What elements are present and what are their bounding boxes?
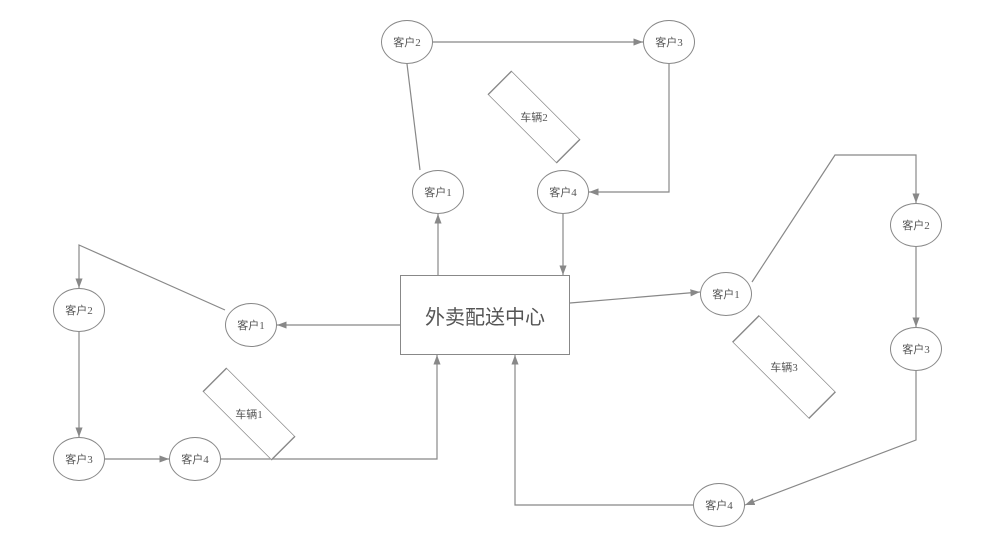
- edge: [589, 64, 669, 192]
- customer-node: 客户1: [700, 272, 752, 316]
- node-label: 客户3: [655, 34, 683, 50]
- customer-node: 客户2: [890, 203, 942, 247]
- node-label: 客户3: [65, 451, 93, 467]
- customer-node: 客户2: [381, 20, 433, 64]
- node-label: 车辆1: [235, 406, 263, 422]
- customer-node: 客户1: [412, 170, 464, 214]
- node-label: 客户4: [549, 184, 577, 200]
- node-label: 车辆2: [520, 109, 548, 125]
- vehicle-node: 车辆1: [214, 390, 284, 438]
- customer-node: 客户1: [225, 303, 277, 347]
- customer-node: 客户3: [890, 327, 942, 371]
- center-node: 外卖配送中心: [400, 275, 570, 355]
- node-label: 客户2: [393, 34, 421, 50]
- node-label: 客户3: [902, 341, 930, 357]
- edge: [570, 292, 700, 303]
- node-label: 客户1: [712, 286, 740, 302]
- customer-node: 客户4: [693, 483, 745, 527]
- node-label: 车辆3: [770, 359, 798, 375]
- customer-node: 客户3: [53, 437, 105, 481]
- node-label: 客户2: [902, 217, 930, 233]
- node-label: 客户4: [181, 451, 209, 467]
- node-label: 客户1: [424, 184, 452, 200]
- vehicle-node: 车辆2: [499, 93, 569, 141]
- node-label: 客户2: [65, 302, 93, 318]
- node-label: 客户4: [705, 497, 733, 513]
- customer-node: 客户4: [537, 170, 589, 214]
- node-label: 客户1: [237, 317, 265, 333]
- customer-node: 客户2: [53, 288, 105, 332]
- node-label: 外卖配送中心: [425, 301, 545, 330]
- vehicle-node: 车辆3: [745, 340, 823, 394]
- customer-node: 客户3: [643, 20, 695, 64]
- customer-node: 客户4: [169, 437, 221, 481]
- edge: [515, 355, 693, 505]
